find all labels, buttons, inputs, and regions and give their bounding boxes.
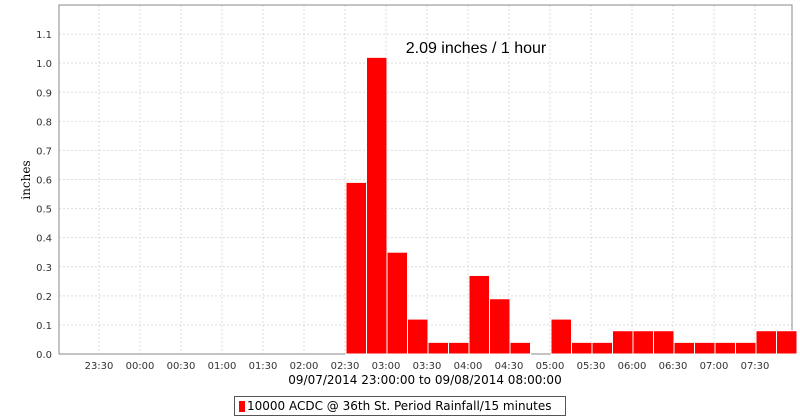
bar xyxy=(366,56,388,355)
grid-lines xyxy=(59,5,792,354)
bar xyxy=(345,181,367,355)
legend-label: 10000 ACDC @ 36th St. Period Rainfall/15… xyxy=(247,399,552,413)
bars-group xyxy=(345,56,798,355)
y-tick-label: 0.2 xyxy=(36,292,52,303)
x-tick-label: 03:30 xyxy=(413,361,442,372)
bar xyxy=(448,341,470,355)
y-axis-label: inches xyxy=(19,160,33,199)
x-tick-label: 00:00 xyxy=(126,361,155,372)
x-tick-label: 06:30 xyxy=(659,361,688,372)
x-tick-label: 01:30 xyxy=(249,361,278,372)
y-tick-label: 0.0 xyxy=(36,350,52,361)
bar xyxy=(407,318,429,355)
bar xyxy=(653,330,675,355)
x-tick-label: 23:30 xyxy=(85,361,114,372)
x-tick-label: 06:00 xyxy=(618,361,647,372)
bar xyxy=(735,341,757,355)
bar xyxy=(714,341,736,355)
bar xyxy=(776,330,798,355)
y-tick-label: 0.1 xyxy=(36,321,52,332)
x-tick-label: 04:00 xyxy=(454,361,483,372)
legend: 10000 ACDC @ 36th St. Period Rainfall/15… xyxy=(234,396,566,416)
y-tick-labels: 0.0 0.1 0.2 0.3 0.4 0.5 0.6 0.7 0.8 0.9 1.0 1.1 xyxy=(36,30,52,361)
x-tick-label: 07:00 xyxy=(700,361,729,372)
x-tick-label: 02:30 xyxy=(331,361,360,372)
y-tick-label: 0.7 xyxy=(36,146,52,157)
bar xyxy=(673,341,695,355)
y-tick-label: 0.4 xyxy=(36,234,52,245)
bar xyxy=(550,318,572,355)
bar xyxy=(694,341,716,355)
legend-swatch xyxy=(239,400,245,412)
x-tick-label: 04:30 xyxy=(495,361,524,372)
y-tick-label: 0.3 xyxy=(36,263,52,274)
x-tick-label: 03:00 xyxy=(372,361,401,372)
x-tick-label: 02:00 xyxy=(290,361,319,372)
x-tick-label: 05:30 xyxy=(577,361,606,372)
bar xyxy=(755,330,777,355)
x-tick-label: 00:30 xyxy=(167,361,196,372)
bar xyxy=(612,330,634,355)
bar xyxy=(632,330,654,355)
bar xyxy=(489,298,511,355)
y-tick-label: 0.8 xyxy=(36,117,52,128)
x-tick-label: 07:30 xyxy=(741,361,770,372)
rainfall-chart: 0.0 0.1 0.2 0.3 0.4 0.5 0.6 0.7 0.8 0.9 1.0 1.1 23:… xyxy=(19,4,798,387)
x-axis-label: 09/07/2014 23:00:00 to 09/08/2014 08:00:… xyxy=(288,373,561,387)
y-tick-label: 0.6 xyxy=(36,176,52,187)
bar xyxy=(509,341,531,355)
y-tick-label: 0.9 xyxy=(36,88,52,99)
bar xyxy=(591,341,613,355)
bar xyxy=(427,341,449,355)
bar xyxy=(386,251,408,355)
x-tick-label: 01:00 xyxy=(208,361,237,372)
y-tick-label: 0.5 xyxy=(36,205,52,216)
y-tick-label: 1.1 xyxy=(36,30,52,41)
x-tick-label: 05:00 xyxy=(536,361,565,372)
y-tick-label: 1.0 xyxy=(36,59,52,70)
bar xyxy=(571,341,593,355)
bar xyxy=(468,274,490,355)
x-tick-labels: 23:30 00:00 00:30 01:00 01:30 02:00 02:30 03:00… xyxy=(85,361,770,372)
chart-annotation: 2.09 inches / 1 hour xyxy=(406,40,547,57)
